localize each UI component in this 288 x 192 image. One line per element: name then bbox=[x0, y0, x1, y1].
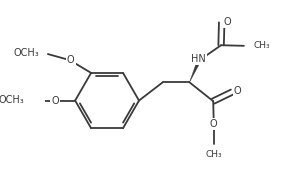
Text: HN: HN bbox=[191, 54, 206, 64]
Text: O: O bbox=[234, 86, 241, 96]
Text: O: O bbox=[52, 96, 59, 106]
Text: CH₃: CH₃ bbox=[253, 41, 270, 50]
Text: O: O bbox=[210, 119, 218, 129]
Text: O: O bbox=[67, 55, 75, 65]
Text: O: O bbox=[223, 17, 231, 27]
Polygon shape bbox=[190, 60, 201, 82]
Text: OCH₃: OCH₃ bbox=[0, 95, 24, 105]
Text: OCH₃: OCH₃ bbox=[14, 48, 39, 58]
Text: CH₃: CH₃ bbox=[205, 150, 222, 159]
